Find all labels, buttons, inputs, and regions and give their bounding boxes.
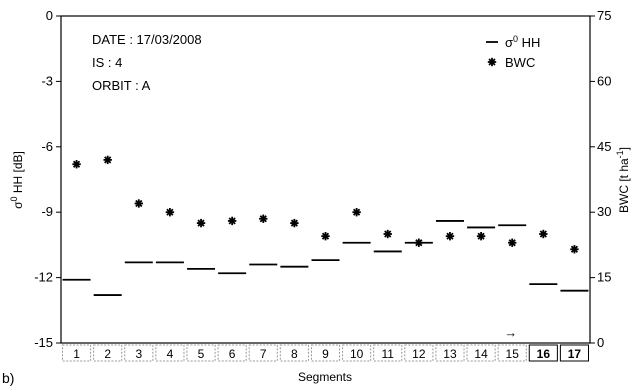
annotation-is: IS : 4: [92, 55, 122, 70]
bwc-point: [321, 232, 329, 240]
left-y-axis: 0 -3 -6 -9 -12 -15: [34, 8, 61, 350]
legend-label-sigma0-hh: σ0 HH: [505, 34, 540, 50]
bwc-point: [259, 215, 267, 223]
x-axis-title: Segments: [298, 370, 352, 384]
right-tick-label: 30: [597, 204, 611, 219]
segment-label: 2: [104, 347, 111, 361]
segment-label: 4: [167, 347, 174, 361]
segment-label: 5: [198, 347, 205, 361]
left-tick-label: -15: [34, 335, 53, 350]
left-tick-label: -9: [41, 204, 53, 219]
bwc-point: [197, 219, 205, 227]
arrow-indicator: →: [504, 325, 517, 340]
bwc-point: [228, 217, 236, 225]
segment-label: 10: [350, 347, 364, 361]
left-tick-label: -3: [41, 73, 53, 88]
segment-label: 3: [135, 347, 142, 361]
right-tick-label: 0: [597, 335, 604, 350]
bwc-point: [415, 239, 423, 247]
segment-label: 13: [443, 347, 457, 361]
left-tick-label: 0: [46, 8, 53, 23]
bwc-point: [570, 245, 578, 253]
right-tick-label: 75: [597, 8, 611, 23]
right-tick-label: 45: [597, 139, 611, 154]
left-tick-label: -12: [34, 270, 53, 285]
segment-label: 8: [291, 347, 298, 361]
segment-label: 15: [506, 347, 520, 361]
bwc-point: [166, 208, 174, 216]
right-tick-label: 15: [597, 270, 611, 285]
bwc-point: [352, 208, 360, 216]
bwc-point: [539, 230, 547, 238]
bwc-series: [72, 156, 578, 254]
bwc-point: [72, 160, 80, 168]
legend-asterisk-glyph: [488, 58, 496, 66]
segment-label: 6: [229, 347, 236, 361]
panel-label: b): [2, 370, 14, 386]
bwc-point: [508, 239, 516, 247]
segment-label: 1: [73, 347, 80, 361]
segment-label: 14: [474, 347, 488, 361]
right-tick-label: 60: [597, 73, 611, 88]
bwc-point: [446, 232, 454, 240]
segment-label: 7: [260, 347, 267, 361]
legend-label-bwc: BWC: [505, 55, 535, 70]
segment-label: 16: [537, 347, 551, 361]
segment-label: 17: [568, 347, 582, 361]
bwc-point: [477, 232, 485, 240]
left-y-axis-title: σ0 HH [dB]: [9, 151, 25, 209]
legend-asterisk-marker: [488, 58, 496, 66]
bwc-point: [103, 156, 111, 164]
segment-label: 12: [412, 347, 426, 361]
segment-label: 11: [382, 347, 395, 361]
right-y-axis: 75 60 45 30 15 0: [590, 8, 611, 350]
bwc-point: [290, 219, 298, 227]
bwc-point: [135, 199, 143, 207]
right-y-axis-title: BWC [t ha-1]: [615, 147, 631, 213]
annotation-orbit: ORBIT : A: [92, 78, 151, 93]
annotation-date: DATE : 17/03/2008: [92, 32, 202, 47]
segment-label-strip: 1 2 3 4 5 6 7 8 9 10 11 12 13 14 15 16 17: [63, 345, 589, 361]
segment-label: 9: [322, 347, 329, 361]
bwc-point: [384, 230, 392, 238]
left-tick-label: -6: [41, 139, 53, 154]
legend: σ0 HH BWC: [486, 34, 540, 70]
